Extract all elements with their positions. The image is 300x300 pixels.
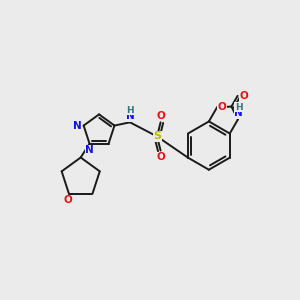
Text: O: O [156,111,165,121]
Text: O: O [218,102,227,112]
Text: N: N [126,111,134,122]
Text: O: O [240,91,248,101]
Text: H: H [126,106,134,115]
Text: N: N [234,108,243,118]
Text: O: O [64,195,73,205]
Text: S: S [153,131,161,142]
Text: H: H [235,103,242,112]
Text: N: N [73,121,82,130]
Text: O: O [156,152,165,162]
Text: N: N [85,145,94,155]
